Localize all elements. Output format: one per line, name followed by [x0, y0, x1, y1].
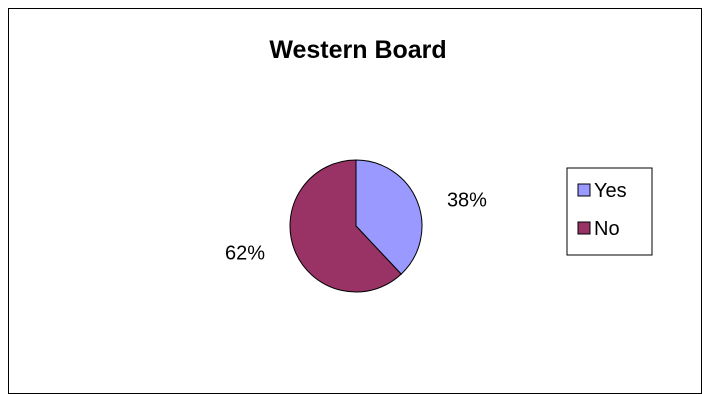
data-label-yes: 38% — [447, 189, 487, 211]
legend-swatch-no — [577, 221, 591, 235]
legend-box — [566, 167, 653, 256]
pie-slice-yes — [355, 159, 423, 275]
pie-data-labels: 38% 62% — [225, 189, 487, 264]
legend-label-no: No — [594, 218, 620, 240]
legend-label-yes: Yes — [594, 180, 627, 202]
legend: Yes No — [566, 167, 653, 256]
pie-slice-no — [289, 159, 402, 293]
pie-slices — [289, 159, 423, 293]
data-label-no: 62% — [225, 243, 265, 265]
legend-swatch-yes — [577, 183, 591, 197]
chart-title: Western Board — [269, 36, 446, 64]
